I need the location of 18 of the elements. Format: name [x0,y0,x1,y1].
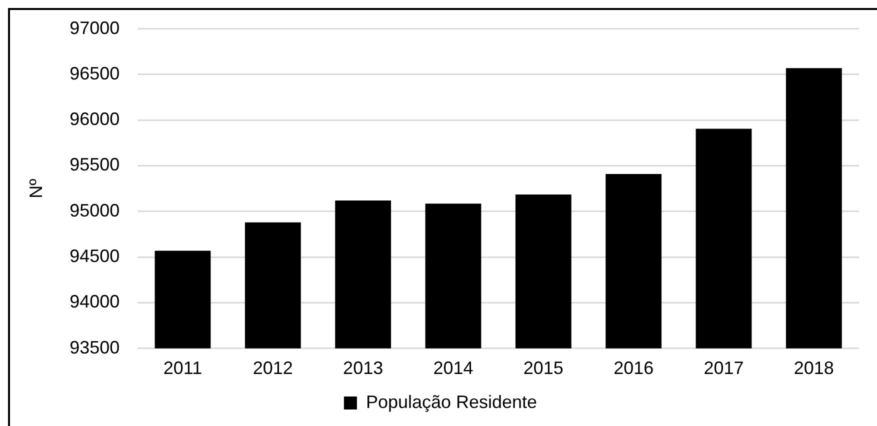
y-tick-label: 94500 [70,246,120,266]
y-tick-label: 96500 [70,63,120,84]
y-axis-title: Nº [26,178,46,198]
x-tick-label: 2013 [343,358,384,378]
x-tick-label: 2015 [523,358,564,378]
y-tick-label: 96000 [70,109,120,130]
x-tick-label: 2017 [704,358,744,378]
legend-label: População Residente [366,392,538,412]
x-tick-label: 2016 [614,358,654,378]
x-tick-label: 2014 [433,358,474,378]
x-tick-label: 2011 [163,358,202,378]
y-tick-label: 97000 [70,18,120,38]
y-tick-label: 95500 [70,154,120,175]
y-tick-label: 93500 [70,337,120,358]
y-tick-label: 95000 [70,200,120,220]
x-tick-label: 2012 [252,358,293,378]
x-tick-label: 2018 [794,358,834,378]
y-tick-label: 94000 [70,292,120,312]
